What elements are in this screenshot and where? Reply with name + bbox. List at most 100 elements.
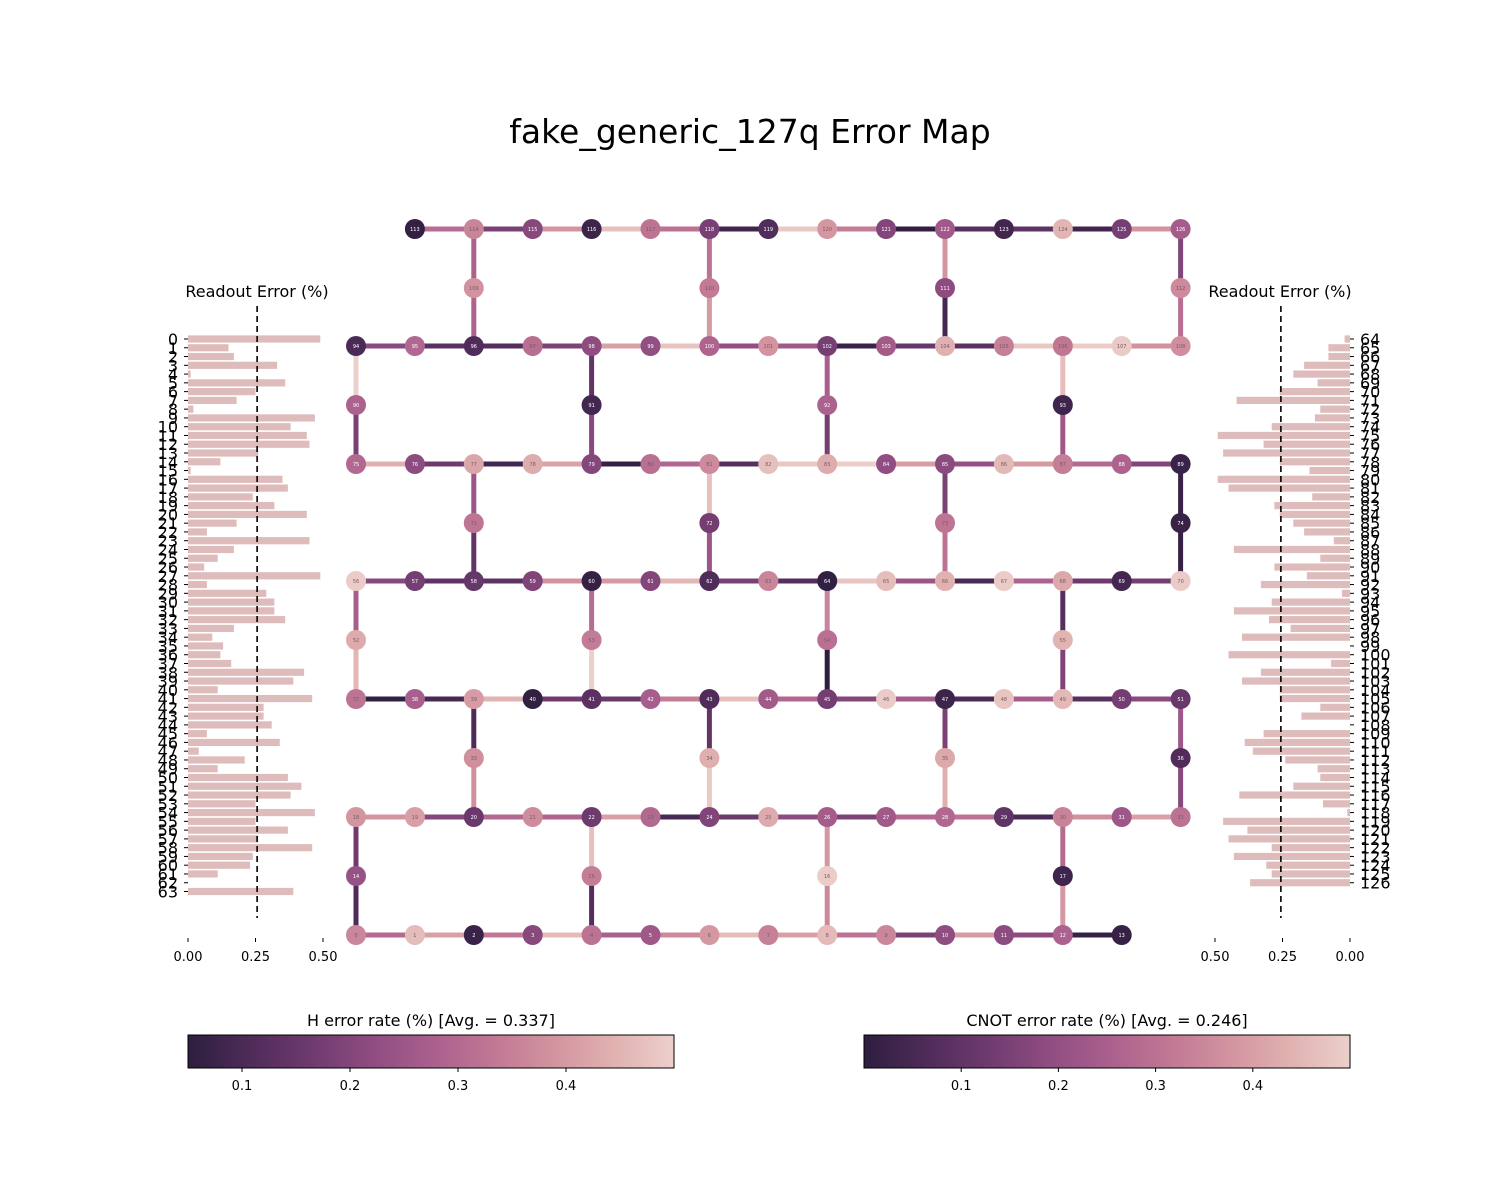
qubit-label: 98 [588, 344, 594, 350]
qubit-label: 61 [647, 579, 653, 585]
readout-tick-label: 83 [1360, 497, 1380, 516]
qubit-label: 56 [353, 579, 359, 585]
qubit-node [640, 925, 661, 945]
readout-tick-label: 65 [1360, 339, 1380, 358]
readout-bar [1271, 870, 1350, 878]
qubit-node [404, 219, 425, 239]
qubit-node [463, 925, 484, 945]
qubit-node [581, 807, 602, 827]
readout-bar [188, 773, 288, 782]
readout-tick-label: 26 [158, 558, 178, 577]
qubit-label: 65 [883, 579, 889, 585]
readout-bar [188, 642, 224, 650]
qubit-node [1052, 866, 1073, 886]
readout-bar [1274, 563, 1350, 571]
readout-tick-label: 71 [1360, 391, 1380, 410]
readout-bar [1217, 475, 1350, 483]
qubit-node [522, 925, 543, 945]
readout-tick-label: 80 [1360, 470, 1380, 489]
readout-tick-label: 87 [1360, 532, 1380, 551]
readout-bar [188, 817, 256, 825]
readout-bar [1347, 808, 1350, 817]
readout-bar [1244, 738, 1350, 747]
readout-bar [188, 607, 275, 615]
readout-tick-label: 9 [168, 409, 178, 428]
qubit-node [935, 513, 955, 533]
qubit-label: 85 [942, 462, 948, 468]
readout-bar [1285, 756, 1350, 764]
qubit-node [346, 336, 366, 356]
readout-bar [1263, 440, 1350, 448]
qubit-label: 72 [706, 521, 712, 527]
readout-bar [188, 756, 245, 764]
readout-tick-label: 37 [158, 654, 178, 673]
readout-x-tick-label: 0.25 [1268, 950, 1297, 965]
readout-title: Readout Error (%) [185, 282, 328, 301]
qubit-label: 91 [588, 403, 594, 409]
readout-bar [188, 826, 288, 834]
readout-tick-label: 112 [1360, 751, 1391, 770]
qubit-node [1052, 395, 1073, 415]
readout-tick-label: 81 [1360, 479, 1380, 498]
qubit-node [699, 219, 720, 239]
readout-tick-label: 97 [1360, 619, 1380, 638]
qubit-node [876, 454, 897, 474]
readout-bar [1333, 537, 1350, 545]
readout-tick-label: 90 [1360, 558, 1380, 577]
readout-bar [1266, 861, 1350, 869]
qubit-node [404, 336, 425, 356]
readout-bar [1314, 414, 1350, 422]
readout-bar [188, 624, 234, 633]
readout-tick-label: 11 [158, 426, 178, 445]
qubit-label: 93 [1060, 403, 1066, 409]
qubit-node [404, 925, 425, 945]
qubit-label: 47 [942, 697, 948, 703]
readout-bars-left: 0123456789101112131415161718192021222324… [158, 282, 338, 965]
readout-bars-right: 6465666768697071727374757677787980818283… [1201, 282, 1391, 965]
readout-tick-label: 45 [158, 725, 178, 744]
readout-bar [188, 677, 294, 685]
colorbars: H error rate (%) [Avg. = 0.337] 0.1 0.2 0.3… [187, 1011, 1351, 1094]
qubit-node [993, 336, 1014, 356]
readout-bar [1217, 431, 1350, 440]
qubit-label: 102 [822, 344, 832, 350]
readout-bar [188, 835, 259, 843]
qubit-node [404, 689, 425, 709]
readout-bar [188, 510, 307, 518]
readout-tick-label: 93 [1360, 584, 1380, 603]
qubit-node [463, 278, 484, 298]
qubit-node [463, 336, 484, 356]
readout-tick-label: 49 [158, 760, 178, 779]
readout-title: Readout Error (%) [1208, 282, 1351, 301]
readout-bar [188, 361, 278, 369]
qubit-node [581, 336, 602, 356]
readout-bar [1279, 458, 1350, 466]
qubit-node [1052, 807, 1073, 827]
qubit-node [699, 807, 720, 827]
qubit-node [1052, 219, 1073, 239]
readout-bar [1293, 370, 1350, 378]
qubit-node [758, 336, 779, 356]
readout-bar [188, 458, 221, 466]
qubit-node [522, 571, 543, 591]
qubit-label: 21 [530, 815, 536, 821]
qubit-node [522, 689, 543, 709]
qubit-node [876, 807, 897, 827]
readout-tick-label: 56 [158, 821, 178, 840]
qubit-label: 113 [410, 227, 420, 233]
qubit-label: 16 [824, 874, 830, 880]
readout-bar [1263, 730, 1350, 738]
qubit-node [699, 336, 720, 356]
qubit-label: 5 [649, 933, 652, 939]
qubit-label: 68 [1060, 579, 1066, 585]
readout-bar [1320, 405, 1350, 413]
figure-title: fake_generic_127q Error Map [509, 112, 991, 151]
readout-tick-label: 35 [158, 637, 178, 656]
qubit-label: 90 [353, 403, 359, 409]
qubit-label: 96 [471, 344, 477, 350]
qubit-node [522, 219, 543, 239]
readout-bar [188, 659, 232, 668]
readout-bar [188, 633, 213, 641]
